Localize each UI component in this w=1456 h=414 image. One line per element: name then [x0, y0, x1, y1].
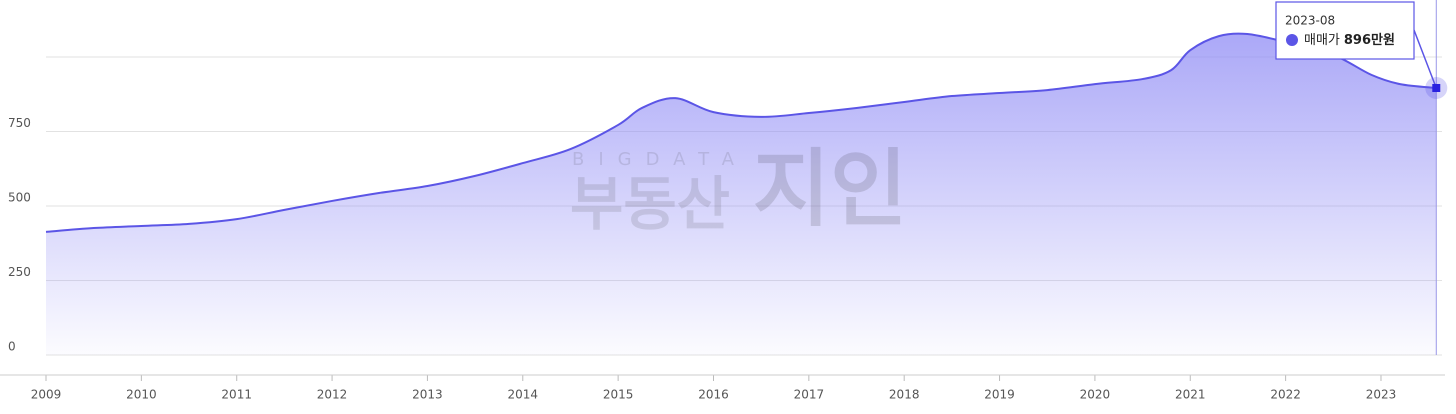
- x-tick-label: 2013: [412, 388, 443, 402]
- x-tick-label: 2019: [984, 388, 1015, 402]
- tooltip-pointer: [1413, 29, 1437, 89]
- x-tick-label: 2014: [508, 388, 539, 402]
- tooltip-series: 매매가 896만원: [1304, 32, 1395, 48]
- watermark-brand: 부동산: [570, 170, 730, 238]
- tooltip-date: 2023-08: [1285, 14, 1335, 28]
- x-tick-label: 2009: [31, 388, 62, 402]
- x-tick-label: 2012: [317, 388, 348, 402]
- watermark-logo: 지인: [753, 140, 908, 238]
- y-tick-label: 750: [8, 116, 31, 130]
- x-tick-label: 2020: [1080, 388, 1111, 402]
- tooltip: 2023-08 매매가 896만원: [1275, 1, 1415, 60]
- watermark-top: BIGDATA: [572, 149, 748, 170]
- x-tick-label: 2016: [698, 388, 729, 402]
- x-tick-label: 2018: [889, 388, 920, 402]
- tooltip-box: [1275, 1, 1415, 60]
- hover-point: [1432, 83, 1441, 92]
- y-tick-label: 0: [8, 340, 16, 354]
- line: [45, 32, 1437, 233]
- y-tick-label: 250: [8, 265, 31, 279]
- area-fill: [46, 33, 1437, 355]
- watermark: BIGDATA 부동산 지인: [570, 140, 907, 238]
- plot: [45, 0, 1448, 355]
- x-tick-label: 2022: [1270, 388, 1301, 402]
- tooltip-swatch: [1286, 34, 1298, 46]
- y-tick-label: 500: [8, 191, 31, 205]
- x-tick-label: 2011: [221, 388, 252, 402]
- x-tick-label: 2010: [126, 388, 157, 402]
- x-tick-label: 2017: [794, 388, 825, 402]
- x-tick-label: 2023: [1366, 388, 1397, 402]
- x-tick-label: 2021: [1175, 388, 1206, 402]
- x-tick-label: 2015: [603, 388, 634, 402]
